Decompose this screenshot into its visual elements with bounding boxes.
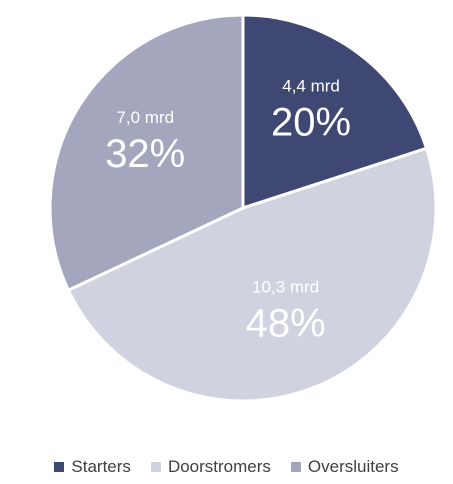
percent-label-starters: 20% bbox=[271, 100, 351, 144]
legend-swatch-doorstromers bbox=[150, 462, 161, 472]
amount-label-doorstromers: 10,3 mrd bbox=[252, 278, 319, 297]
pie-slice-starters bbox=[241, 13, 429, 210]
legend-swatch-oversluiters bbox=[290, 462, 301, 472]
pie-slices bbox=[48, 13, 438, 403]
legend: Starters Doorstromers Oversluiters bbox=[0, 454, 453, 480]
pie-labels: 4,4 mrd 20% 10,3 mrd 48% 7,0 mrd 32% bbox=[105, 76, 351, 345]
percent-label-oversluiters: 32% bbox=[105, 132, 185, 176]
legend-label-doorstromers: Doorstromers bbox=[167, 457, 271, 476]
pie-slice-oversluiters bbox=[48, 13, 245, 292]
legend-item-starters: Starters bbox=[54, 457, 131, 477]
pie-chart: 4,4 mrd 20% 10,3 mrd 48% 7,0 mrd 32% bbox=[48, 13, 438, 403]
amount-label-oversluiters: 7,0 mrd bbox=[116, 108, 174, 127]
legend-item-doorstromers: Doorstromers bbox=[150, 457, 271, 477]
legend-label-oversluiters: Oversluiters bbox=[307, 457, 399, 476]
amount-label-starters: 4,4 mrd bbox=[282, 76, 340, 95]
legend-swatch-starters bbox=[54, 462, 65, 472]
percent-label-doorstromers: 48% bbox=[246, 302, 326, 346]
legend-item-oversluiters: Oversluiters bbox=[290, 457, 399, 477]
legend-label-starters: Starters bbox=[71, 457, 131, 476]
pie-slice-doorstromers bbox=[66, 146, 438, 403]
